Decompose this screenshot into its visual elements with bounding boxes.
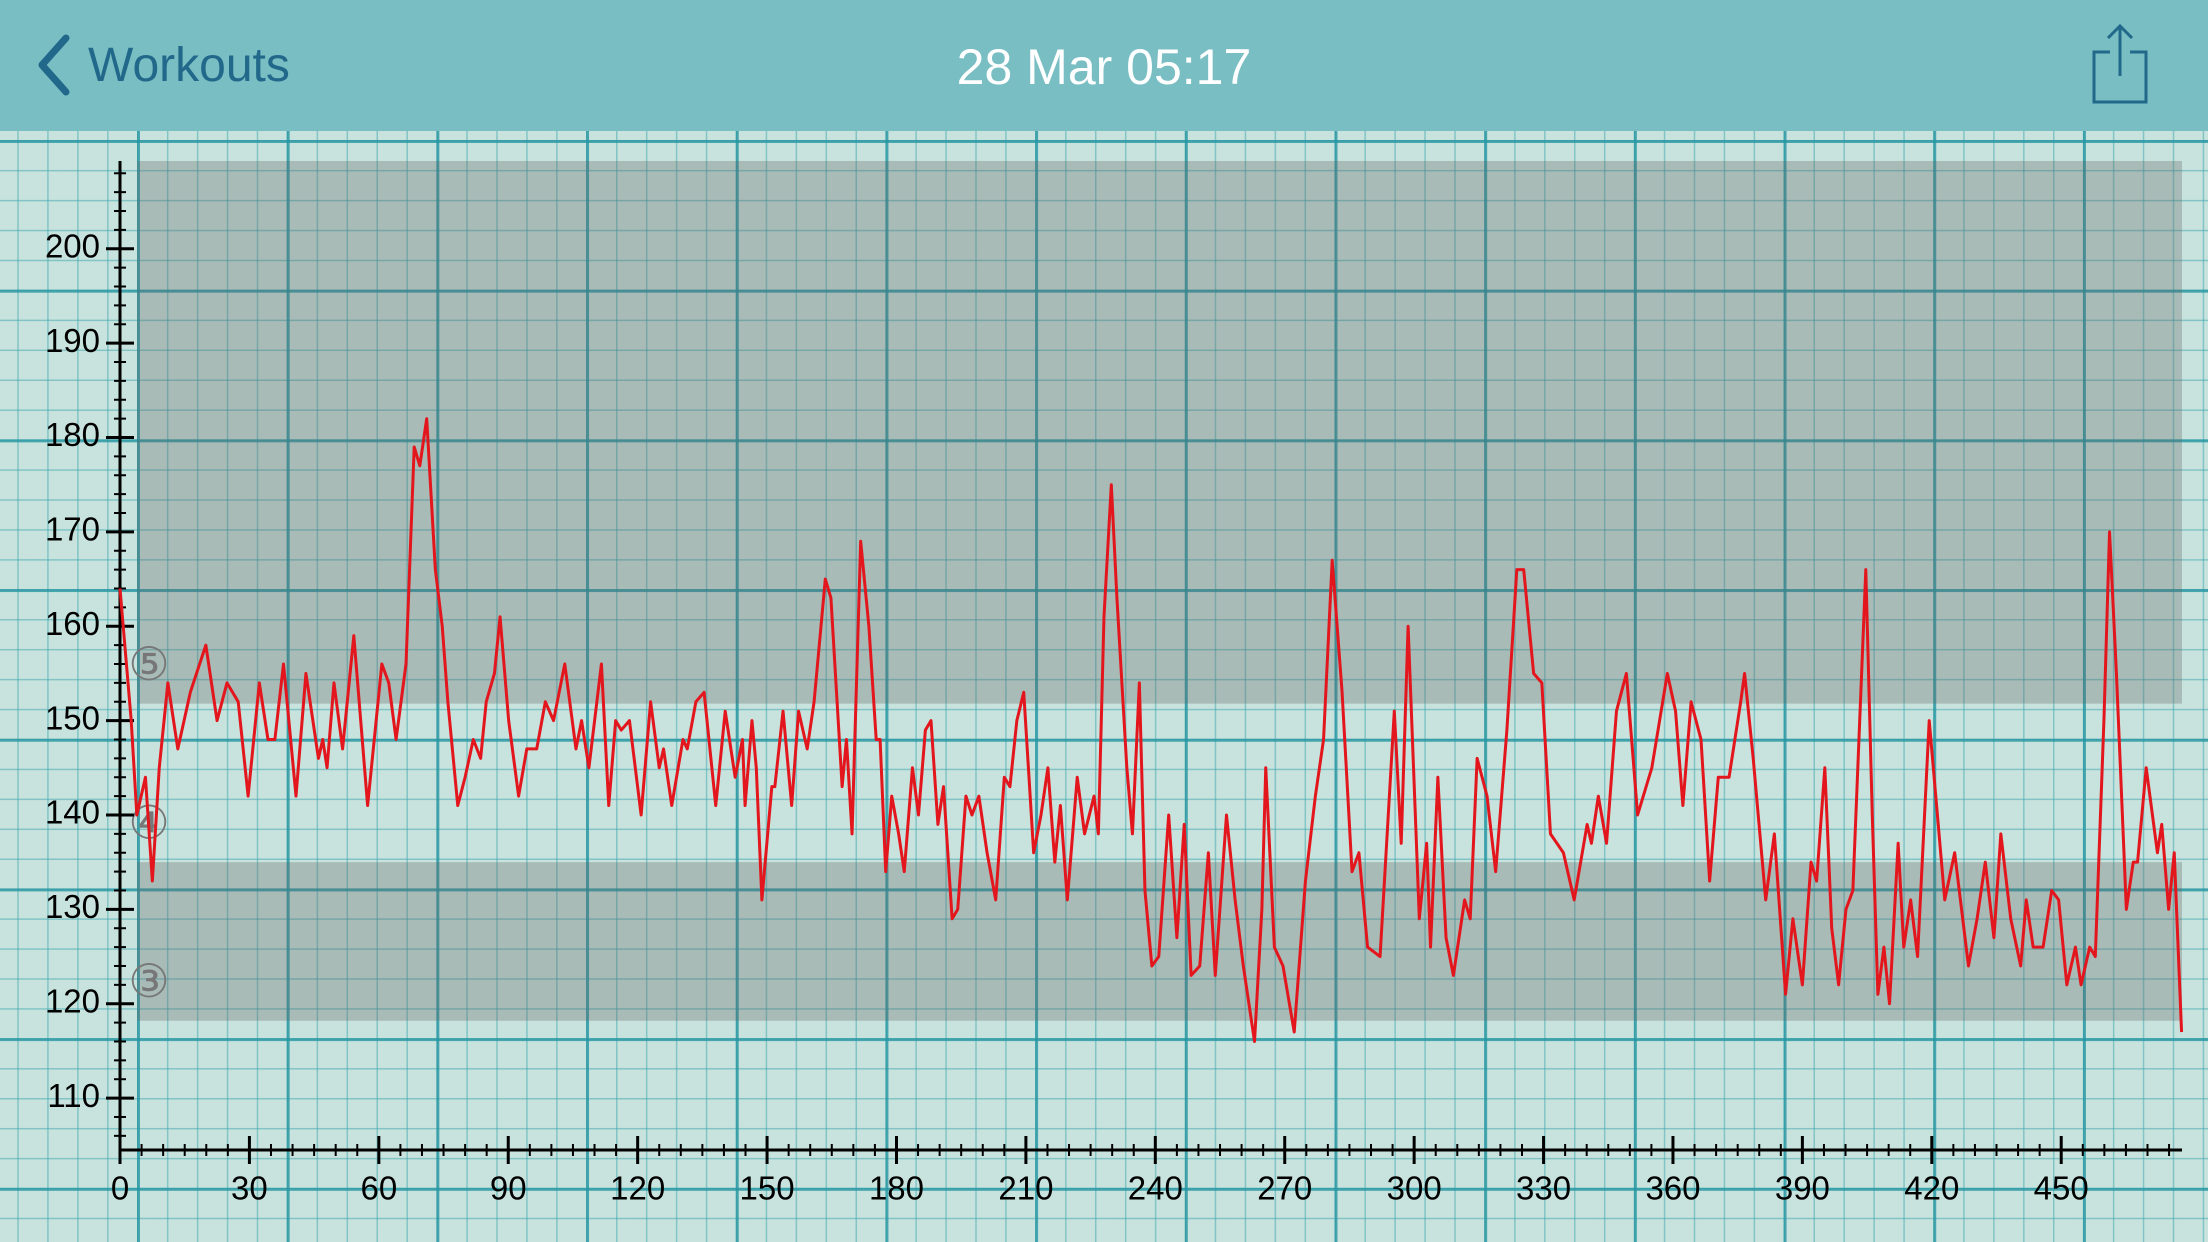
x-tick-label: 60 <box>360 1170 397 1207</box>
nav-title: 28 Mar 05:17 <box>956 39 1252 95</box>
heart-rate-line <box>118 417 2184 1043</box>
x-tick-label: 450 <box>2034 1170 2089 1207</box>
x-tick-label: 180 <box>869 1170 924 1207</box>
x-tick-label: 120 <box>610 1170 665 1207</box>
share-button[interactable] <box>2090 22 2150 106</box>
back-chevron <box>38 34 70 96</box>
x-tick-label: 30 <box>231 1170 268 1207</box>
x-tick-label: 390 <box>1775 1170 1830 1207</box>
x-tick-label: 360 <box>1645 1170 1700 1207</box>
x-tick-label: 330 <box>1516 1170 1571 1207</box>
back-button[interactable]: Workouts <box>36 34 290 96</box>
x-tick-label: 210 <box>998 1170 1053 1207</box>
x-tick-label: 420 <box>1904 1170 1959 1207</box>
y-tick-label: 130 <box>45 888 100 925</box>
y-tick-label: 190 <box>45 322 100 359</box>
y-tick-label: 150 <box>45 699 100 736</box>
x-tick-label: 0 <box>111 1170 129 1207</box>
zone-band <box>137 161 2182 704</box>
y-tick-label: 170 <box>45 511 100 548</box>
x-tick-label: 300 <box>1387 1170 1442 1207</box>
x-tick-label: 240 <box>1128 1170 1183 1207</box>
y-tick-label: 110 <box>47 1077 100 1114</box>
x-tick-label: 270 <box>1257 1170 1312 1207</box>
x-tick-label: 150 <box>740 1170 795 1207</box>
back-label: Workouts <box>88 38 290 92</box>
y-tick-label: 180 <box>45 416 100 453</box>
zone-label: ③ <box>128 955 169 1007</box>
x-tick-label: 90 <box>490 1170 527 1207</box>
nav-bar: Workouts 28 Mar 05:17 <box>0 0 2208 131</box>
zone-label: ⑤ <box>128 638 169 690</box>
y-tick-label: 140 <box>45 794 100 831</box>
y-tick-label: 160 <box>45 605 100 642</box>
y-tick-label: 200 <box>45 227 100 264</box>
y-tick-label: 120 <box>45 982 100 1019</box>
graph-paper <box>0 131 2208 1242</box>
